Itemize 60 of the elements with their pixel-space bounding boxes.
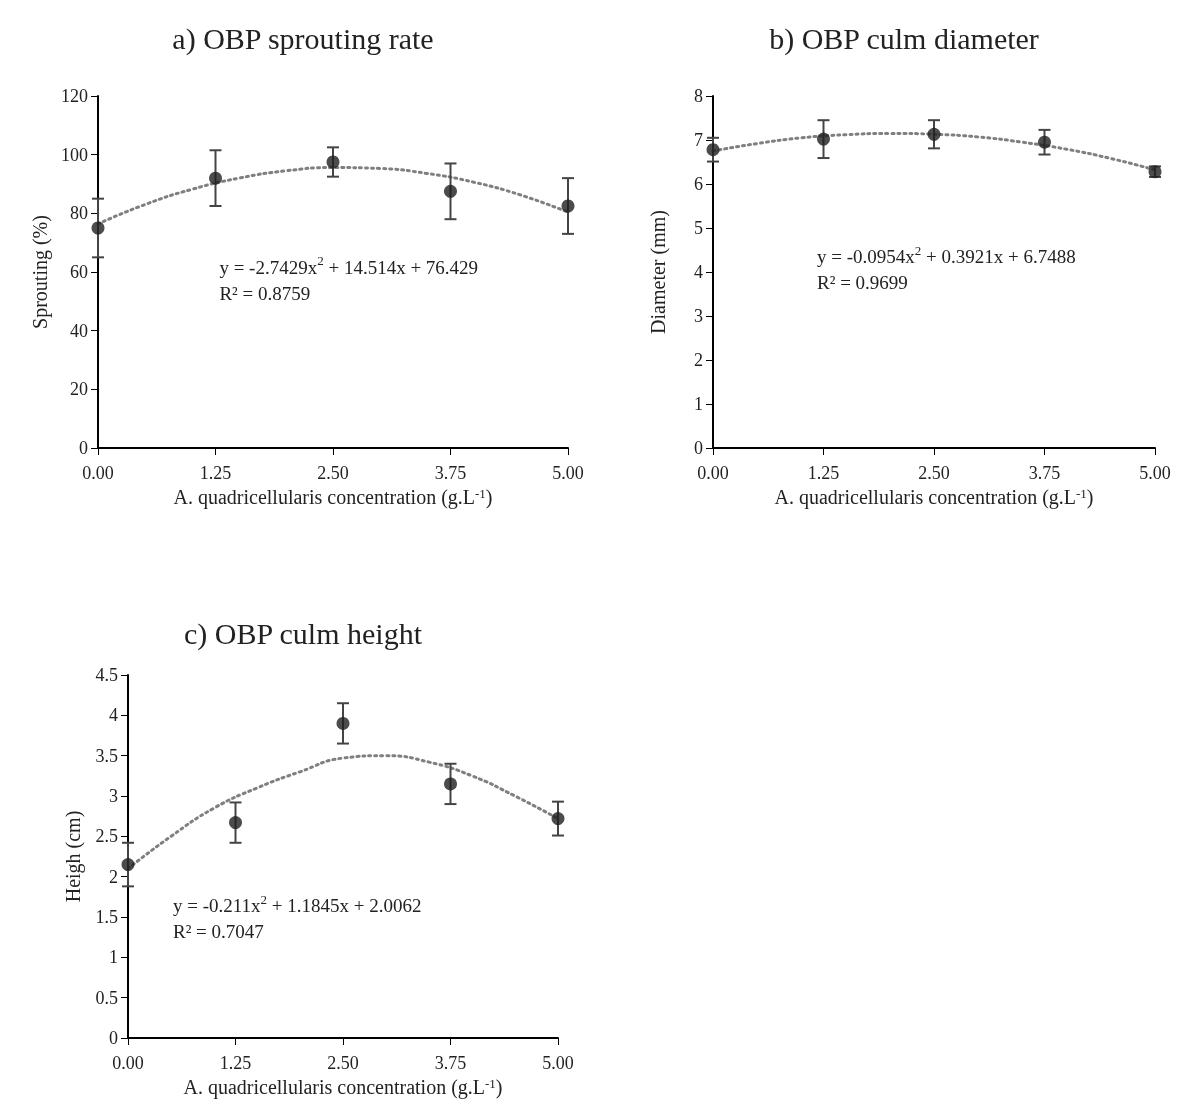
point (444, 777, 457, 791)
y-tick-label: 4.5 (95, 665, 118, 685)
y-tick-label: 4 (109, 705, 118, 726)
y-tick-label: 80 (70, 203, 88, 224)
point (121, 858, 135, 872)
y-tick-label: 1 (694, 394, 703, 414)
y-tick-label: 60 (70, 262, 88, 282)
y-tick-label: 2.5 (95, 826, 118, 847)
annotation: R² = 0.8759 (219, 282, 311, 304)
point (326, 155, 340, 169)
y-tick-label: 0 (694, 438, 703, 458)
x-tick-label: 3.75 (434, 1053, 467, 1073)
x-tick-label: 3.75 (434, 463, 467, 483)
x-tick-label: 5.00 (542, 1053, 574, 1073)
y-tick-label: 5 (694, 218, 703, 238)
x-tick-label: 2.50 (918, 463, 950, 483)
y-tick-label: 2 (109, 866, 118, 887)
annotation: R² = 0.7047 (173, 921, 264, 943)
y-tick-label: 1 (109, 947, 118, 968)
y-tick-label: 100 (61, 144, 88, 165)
y-tick-label: 3.5 (95, 745, 118, 766)
y-tick-label: 3 (109, 786, 118, 806)
point (91, 221, 105, 235)
x-tick-label: 2.50 (327, 1053, 359, 1073)
y-tick-label: 120 (61, 86, 88, 106)
x-tick-label: 1.25 (219, 1053, 252, 1073)
y-tick-label: 0 (79, 438, 88, 458)
y-tick-label: 3 (694, 306, 703, 326)
x-tick-label: 1.25 (807, 463, 840, 483)
x-tick-label: 1.25 (199, 463, 232, 483)
point (336, 716, 350, 730)
x-tick-label: 0.00 (82, 463, 114, 483)
y-tick-label: 0 (109, 1028, 118, 1048)
x-tick-label: 0.00 (112, 1053, 144, 1073)
y-tick-label: 8 (694, 86, 703, 106)
point (561, 199, 575, 213)
x-tick-label: 0.00 (697, 463, 729, 483)
y-tick-label: 0.5 (95, 987, 118, 1008)
x-tick-label: 3.75 (1028, 463, 1061, 483)
chart-title: b) OBP culm diameter (769, 21, 1039, 56)
y-tick-label: 2 (694, 350, 703, 370)
point (444, 184, 457, 198)
y-axis-title: Diameter (mm) (647, 210, 670, 334)
x-tick-label: 2.50 (317, 463, 349, 483)
y-axis-title: Heigh (cm) (62, 810, 85, 903)
chart-title: c) OBP culm height (183, 616, 423, 651)
y-tick-label: 4 (694, 262, 703, 282)
annotation: R² = 0.9699 (817, 272, 908, 294)
point (229, 816, 242, 830)
chart-title: a) OBP sprouting rate (172, 21, 434, 56)
point (209, 171, 222, 185)
y-tick-label: 1.5 (95, 907, 118, 927)
y-tick-label: 20 (70, 379, 88, 400)
y-axis-title: Sprouting (%) (29, 215, 53, 329)
x-tick-label: 5.00 (552, 463, 584, 483)
point (551, 812, 565, 826)
y-tick-label: 7 (694, 130, 703, 150)
y-tick-label: 6 (694, 174, 703, 194)
x-tick-label: 5.00 (1139, 463, 1171, 483)
y-tick-label: 40 (70, 320, 88, 341)
